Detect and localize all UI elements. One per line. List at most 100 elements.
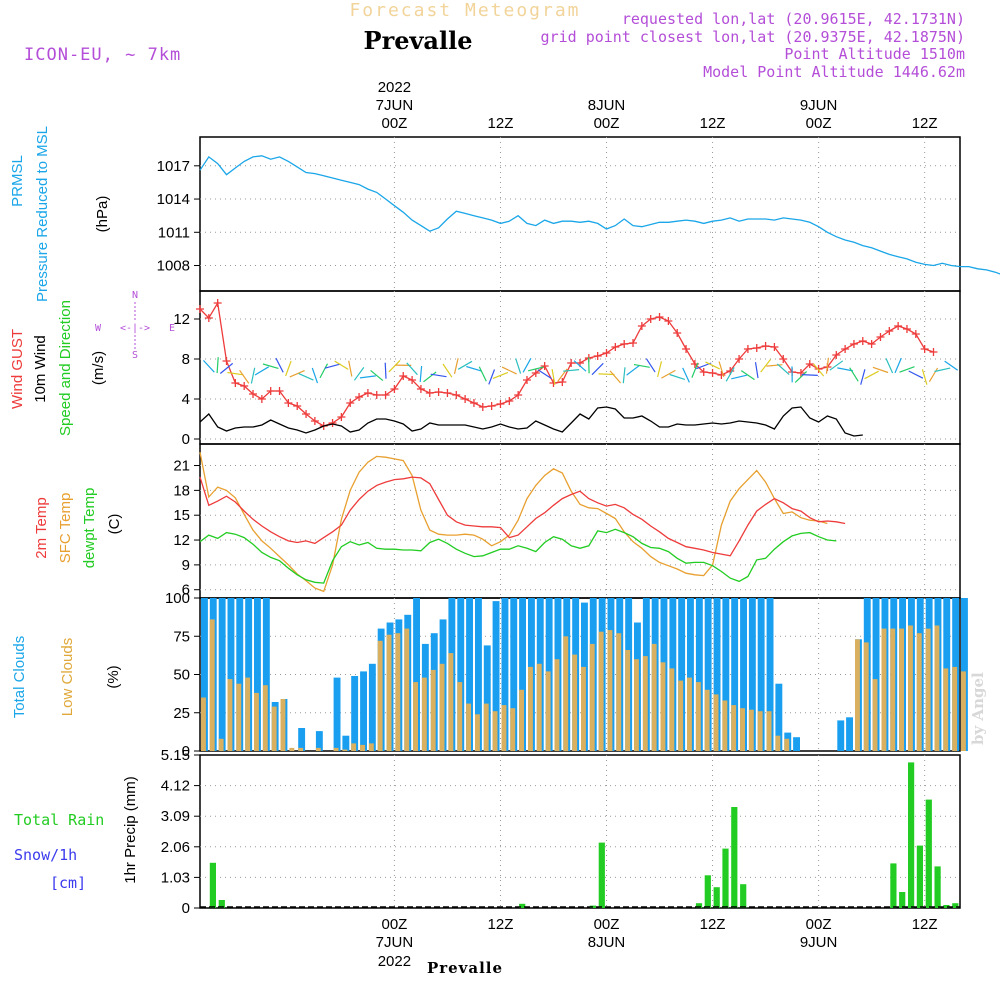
- low-cloud-bar: [731, 705, 737, 751]
- gust-marker: [469, 399, 478, 407]
- wind-arrow: [944, 360, 959, 371]
- gust-marker: [567, 359, 576, 367]
- gust-marker: [399, 372, 408, 380]
- precip-bar: [952, 903, 959, 908]
- 2m-temp-label: 2m Temp: [33, 497, 50, 558]
- wind-arrow: [872, 366, 889, 374]
- low-cloud-bar: [881, 628, 887, 751]
- wind-arrow: [725, 367, 735, 382]
- wind-arrow: [669, 373, 685, 380]
- wind-arrow: [740, 370, 755, 381]
- gust-marker: [646, 315, 655, 323]
- precip-bar: [209, 862, 216, 908]
- low-cloud-bar: [916, 633, 922, 751]
- low-cloud-bar: [528, 666, 533, 751]
- low-cloud-bar: [209, 619, 215, 751]
- total-clouds-label: Total Clouds: [11, 636, 28, 719]
- total-cloud-bar: [722, 598, 730, 751]
- top-time-label: 00Z: [381, 115, 407, 132]
- low-cloud-bar: [404, 628, 410, 751]
- gust-marker: [372, 391, 381, 399]
- total-cloud-bar: [846, 717, 853, 751]
- total-cloud-bar: [678, 598, 686, 751]
- gust-marker: [452, 391, 461, 399]
- low-cloud-bar: [775, 735, 781, 751]
- low-cloud-bar: [483, 703, 489, 751]
- wind-arrow: [275, 357, 284, 373]
- total-cloud-bar: [315, 731, 323, 751]
- gust-marker: [461, 395, 470, 403]
- precip-bar: [943, 905, 950, 908]
- wind-arrow: [319, 363, 329, 379]
- low-cloud-bar: [351, 743, 357, 751]
- low-cloud-bar: [740, 708, 745, 751]
- gust-marker: [602, 349, 611, 357]
- precip-ytick-label: 5.15: [161, 747, 190, 764]
- total-cloud-bar: [687, 598, 694, 751]
- total-cloud-bar: [492, 601, 500, 751]
- gust-marker: [478, 403, 487, 411]
- gust-marker: [920, 345, 929, 353]
- wind-arrow: [633, 363, 650, 368]
- temp-2m-line: [199, 476, 846, 557]
- total-cloud-bar: [872, 598, 880, 751]
- speed-direction-label: Speed and Direction: [57, 300, 74, 436]
- total-cloud-bar: [704, 598, 712, 751]
- total-cloud-bar: [766, 598, 774, 751]
- gust-marker: [390, 385, 399, 393]
- model-label: ICON-EU, ~ 7km: [24, 45, 181, 65]
- low-clouds-label: Low Clouds: [59, 638, 76, 716]
- low-cloud-bar: [589, 643, 595, 751]
- gust-marker: [849, 340, 858, 348]
- wind-ytick-label: 4: [182, 391, 190, 408]
- low-cloud-bar: [501, 705, 507, 751]
- wind-arrow: [488, 369, 496, 385]
- gust-marker: [629, 339, 638, 347]
- top-date-label: 7JUN: [376, 97, 414, 114]
- wind-arrow: [527, 366, 544, 372]
- gust-marker: [514, 391, 523, 399]
- low-cloud-bar: [386, 634, 392, 751]
- temperature-ytick-label: 21: [173, 458, 190, 475]
- low-cloud-bar: [519, 689, 524, 751]
- wind-arrow: [776, 363, 790, 376]
- pressure-ytick-label: 1011: [158, 224, 190, 241]
- precip-bar: [704, 875, 711, 908]
- gust-marker: [894, 322, 903, 330]
- label-layer: 00Z7JUN202200Z7JUN202212Z12Z00Z8JUN00Z8J…: [157, 79, 938, 970]
- low-cloud-bar: [757, 711, 763, 751]
- compass-s: S: [132, 350, 138, 361]
- total-cloud-bar: [713, 598, 721, 751]
- precip-bar: [925, 799, 932, 908]
- low-cloud-bar: [704, 689, 710, 751]
- wind-arrow: [894, 357, 902, 374]
- gust-marker: [257, 395, 266, 403]
- gust-marker: [743, 345, 752, 353]
- gust-marker: [213, 299, 222, 307]
- total-cloud-bar: [466, 598, 473, 751]
- wind-arrow: [691, 362, 699, 378]
- low-cloud-bar: [298, 747, 304, 751]
- precip-ytick-label: 0: [182, 900, 190, 917]
- hpa-label: (hPa): [94, 196, 111, 233]
- wind-arrow: [801, 374, 818, 376]
- gust-marker: [505, 397, 514, 405]
- wind-arrow: [598, 373, 615, 376]
- total-cloud-bar: [475, 598, 482, 751]
- precip-bar: [598, 842, 605, 908]
- low-cloud-bar: [236, 683, 242, 751]
- precip-bar: [908, 762, 915, 908]
- wind-arrow: [731, 374, 748, 380]
- total-cloud-bar: [201, 598, 208, 751]
- wind-arrow: [522, 358, 532, 373]
- pressure-panel: [199, 136, 961, 292]
- gust-marker: [885, 327, 894, 335]
- gust-marker: [381, 391, 390, 399]
- wind-arrow: [682, 367, 690, 383]
- gust-marker: [867, 340, 876, 348]
- wind-arrow: [825, 357, 829, 374]
- wind-arrow: [285, 360, 292, 377]
- wind-arrow: [298, 373, 314, 381]
- gust-marker: [717, 371, 726, 379]
- total-cloud-bar: [342, 735, 350, 751]
